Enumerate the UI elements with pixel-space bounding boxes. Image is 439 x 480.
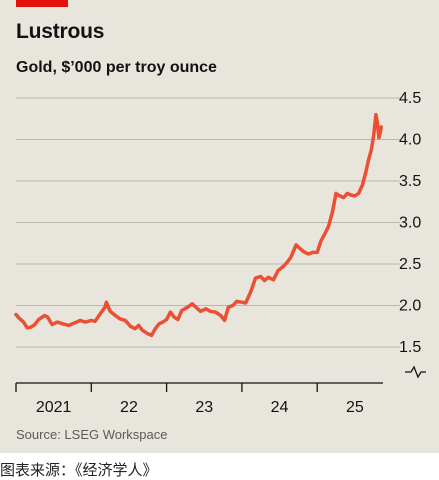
x-tick-label: 23 (195, 399, 213, 416)
x-tick-label: 2021 (36, 399, 72, 416)
x-tick-label: 24 (271, 399, 289, 416)
x-tick-label: 25 (346, 399, 364, 416)
chart-title: Lustrous (16, 20, 105, 43)
source-note: Source: LSEG Workspace (16, 427, 168, 442)
y-tick-label: 2.5 (399, 256, 421, 273)
y-tick-label: 3.5 (399, 173, 421, 190)
accent-bar (16, 0, 68, 7)
y-tick-label: 2.0 (399, 298, 421, 315)
gold-price-chart: 1.5 2.0 2.5 3.0 3.5 4.0 4.5 2021 22 23 24 25 (14, 90, 426, 416)
chart-subtitle: Gold, $’000 per troy ounce (16, 59, 217, 76)
axis-break-marker (405, 365, 426, 379)
image-caption: 图表来源：《经济学人》 (0, 461, 158, 479)
y-tick-label: 4.5 (399, 90, 421, 107)
gold-price-line (14, 112, 383, 338)
chart-card: Lustrous Gold, $’000 per troy ounce 1.5 2… (0, 0, 439, 453)
x-tick-label: 22 (120, 399, 138, 416)
y-tick-label: 4.0 (399, 132, 421, 149)
y-tick-label: 3.0 (399, 215, 421, 232)
y-tick-label: 1.5 (399, 339, 421, 356)
